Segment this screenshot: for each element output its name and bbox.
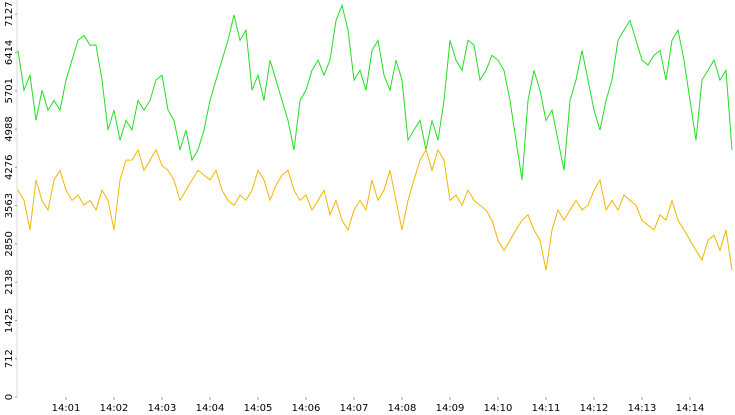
y-tick-label: 2850 — [4, 231, 15, 256]
y-tick-label: 4988 — [4, 116, 15, 141]
y-tick-label: 2138 — [4, 269, 15, 294]
y-tick-label: 4276 — [4, 155, 15, 180]
x-tick-label: 14:09 — [436, 403, 465, 414]
y-tick-label: 3563 — [4, 193, 15, 218]
series-line — [17, 3, 733, 181]
y-tick-label: 712 — [4, 349, 15, 368]
x-tick-label: 14:05 — [244, 403, 273, 414]
x-tick-label: 14:12 — [580, 403, 609, 414]
x-tick-label: 14:14 — [676, 403, 705, 414]
y-tick-label: 6414 — [4, 40, 15, 65]
x-tick-label: 14:13 — [628, 403, 657, 414]
x-tick-label: 14:06 — [292, 403, 321, 414]
series-line — [17, 148, 733, 271]
x-tick-label: 14:03 — [148, 403, 177, 414]
x-tick-label: 14:10 — [484, 403, 513, 414]
x-tick-label: 14:11 — [532, 403, 561, 414]
x-tick-label: 14:07 — [340, 403, 369, 414]
x-tick-label: 14:02 — [100, 403, 129, 414]
y-tick-label: 1425 — [4, 308, 15, 333]
y-tick-label: 0 — [4, 394, 15, 400]
y-tick-label: 7127 — [4, 1, 15, 26]
x-tick-label: 14:01 — [52, 403, 81, 414]
x-tick-label: 14:08 — [388, 403, 417, 414]
y-tick-label: 5701 — [4, 78, 15, 103]
x-tick-label: 14:04 — [196, 403, 225, 414]
